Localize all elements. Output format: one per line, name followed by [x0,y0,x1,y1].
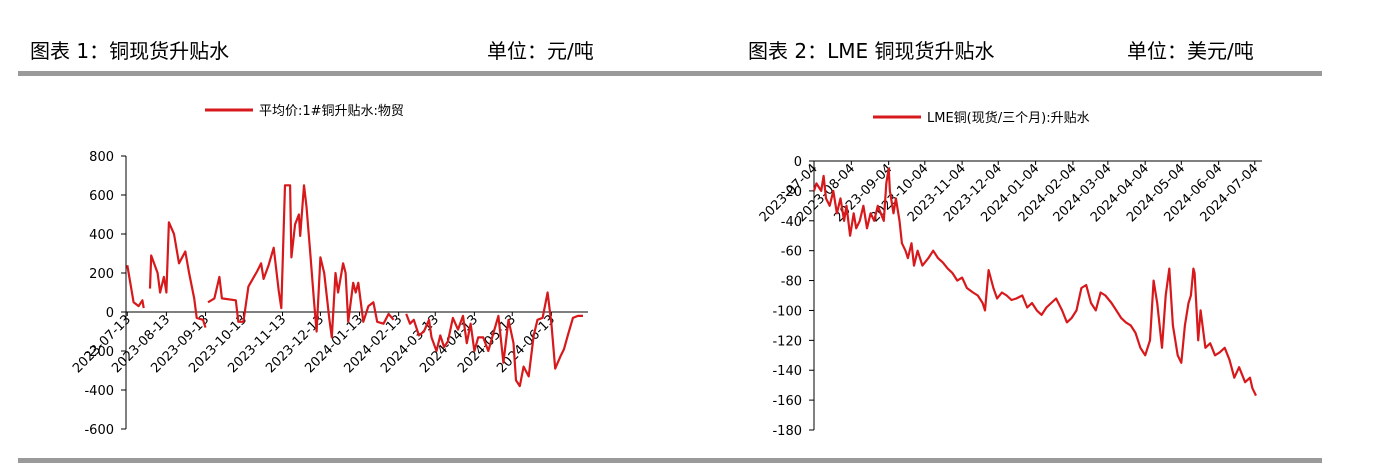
y-tick-label: 0 [106,306,114,321]
y-tick-label: 600 [89,189,114,204]
chart-title: 图表 1：铜现货升贴水 [30,39,229,63]
y-tick-label: -400 [84,384,114,399]
y-tick-label: -140 [772,364,802,379]
footer-rule [18,458,1322,463]
y-tick-label: 0 [794,155,802,170]
chart-title: 图表 2：LME 铜现货升贴水 [748,39,994,63]
y-tick-label: -600 [84,423,114,438]
y-tick-label: -80 [781,275,802,290]
y-tick-label: -100 [772,304,802,319]
y-tick-label: 400 [89,228,114,243]
legend-label: 平均价:1#铜升贴水:物贸 [259,104,404,119]
y-tick-label: -60 [781,245,802,260]
y-tick-label: -20 [781,185,802,200]
data-line [126,184,583,388]
y-tick-label: 200 [89,267,114,282]
data-line [812,167,1257,397]
legend-label: LME铜(现货/三个月):升贴水 [927,110,1090,126]
header-rule [18,71,1322,76]
unit-label: 单位：美元/吨 [1127,39,1254,63]
unit-label: 单位：元/吨 [487,39,594,63]
y-tick-label: -160 [772,394,802,409]
y-tick-label: -40 [781,215,802,230]
y-tick-label: -120 [772,334,802,349]
y-tick-label: 800 [89,150,114,165]
y-tick-label: -200 [84,345,114,360]
y-tick-label: -180 [772,424,802,439]
